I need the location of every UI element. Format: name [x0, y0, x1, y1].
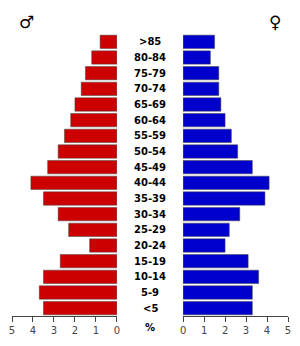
svg-text:♂: ♂: [19, 12, 34, 32]
svg-text:30-34: 30-34: [134, 209, 166, 220]
svg-text:0: 0: [180, 325, 186, 336]
svg-text:5-9: 5-9: [141, 287, 159, 298]
svg-text:0: 0: [114, 325, 120, 336]
svg-text:40-44: 40-44: [134, 177, 166, 188]
svg-text:>85: >85: [139, 36, 161, 47]
svg-text:2: 2: [222, 325, 228, 336]
svg-text:25-29: 25-29: [134, 224, 166, 235]
svg-text:4: 4: [30, 325, 36, 336]
svg-text:65-69: 65-69: [134, 99, 166, 110]
svg-text:15-19: 15-19: [134, 256, 166, 267]
svg-text:70-74: 70-74: [134, 83, 166, 94]
svg-text:3: 3: [51, 325, 57, 336]
svg-text:1: 1: [201, 325, 207, 336]
svg-text:4: 4: [264, 325, 270, 336]
svg-text:50-54: 50-54: [134, 146, 166, 157]
svg-text:<5: <5: [143, 303, 158, 314]
svg-text:35-39: 35-39: [134, 193, 166, 204]
svg-text:3: 3: [243, 325, 249, 336]
svg-text:75-79: 75-79: [134, 68, 166, 79]
svg-text:5: 5: [285, 325, 291, 336]
svg-text:1: 1: [93, 325, 99, 336]
svg-text:60-64: 60-64: [134, 115, 166, 126]
svg-text:2: 2: [72, 325, 78, 336]
svg-text:5: 5: [9, 325, 15, 336]
svg-text:%: %: [145, 322, 155, 333]
svg-text:45-49: 45-49: [134, 162, 166, 173]
svg-text:55-59: 55-59: [134, 130, 166, 141]
svg-text:80-84: 80-84: [134, 52, 166, 63]
svg-text:♀: ♀: [269, 12, 281, 32]
svg-text:20-24: 20-24: [134, 240, 166, 251]
svg-text:10-14: 10-14: [134, 271, 166, 282]
